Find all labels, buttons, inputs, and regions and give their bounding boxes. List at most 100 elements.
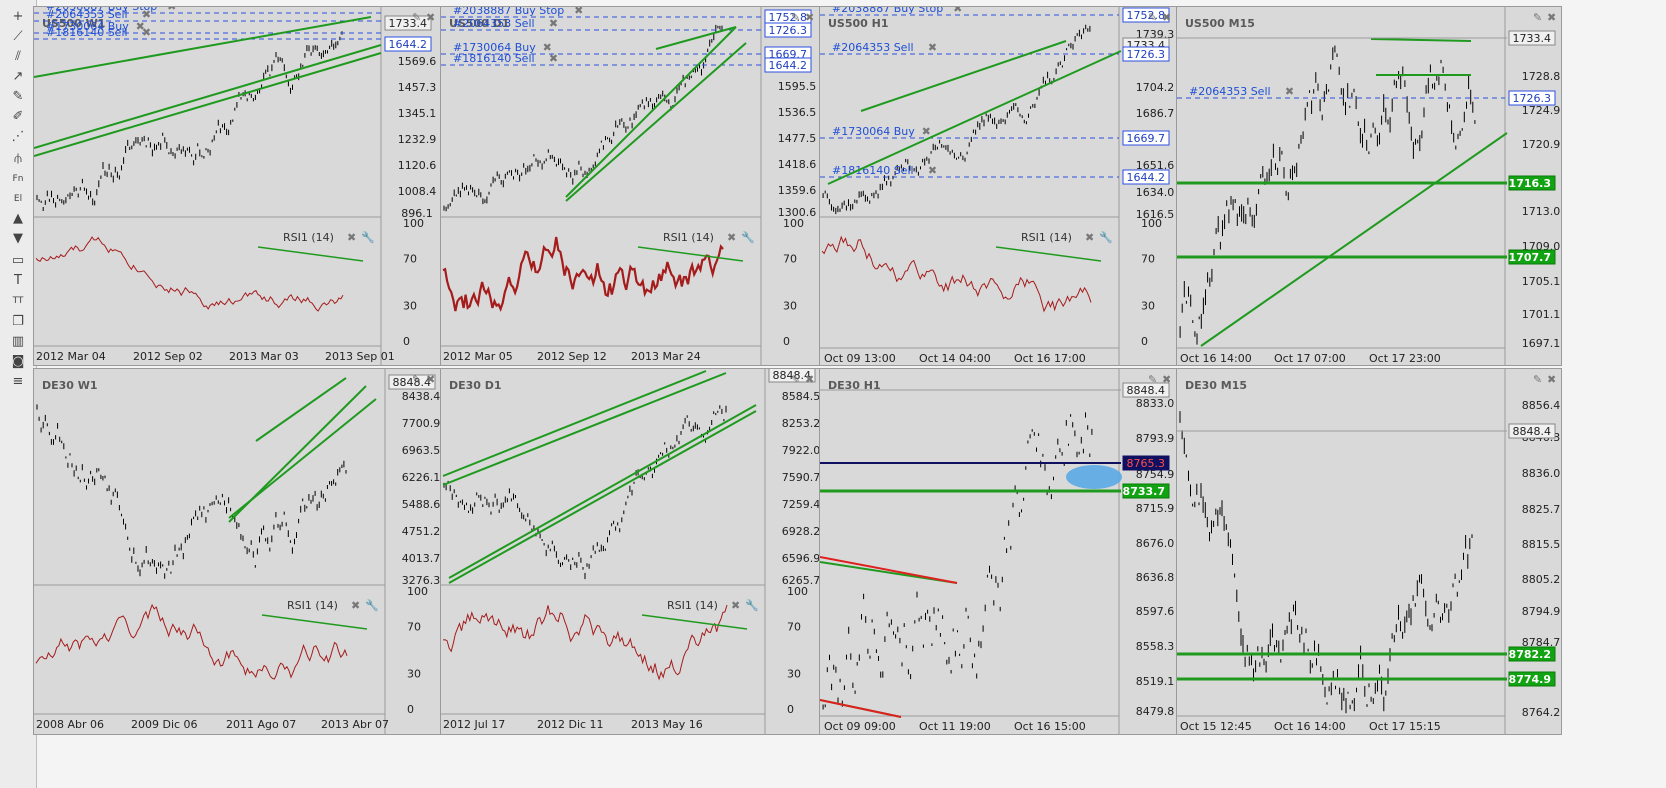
order-label[interactable]: #1730064 Buy [46,20,129,33]
chart-panel-de30-w1[interactable]: DE30 W1 8438.4 7700.9 6963.5 6226.1 5488.6 475… [33,368,441,735]
rsi-close-icon[interactable]: ✖ [731,599,740,612]
chart-edit-icon[interactable]: ✎ [791,11,800,24]
chart-edit-icon[interactable]: ✎ [1148,373,1157,386]
trendline[interactable] [655,26,737,50]
chart-edit-icon[interactable]: ✎ [412,11,421,24]
chart-panel-us500-m15[interactable]: US500 M15 1728.8 1724.9 1720.9 1713.0 1709.0 1… [1176,6,1562,366]
chart-close-icon[interactable]: ✖ [426,11,435,24]
trendline[interactable] [565,42,747,202]
trendline[interactable] [1370,38,1472,42]
chart-canvas[interactable]: DE30 D1 8584.5 8253.2 7922.0 7590.7 7259.4 692… [441,369,819,734]
chart-close-icon[interactable]: ✖ [1547,11,1556,24]
chart-canvas[interactable]: DE30 M158856.48846.38836.08825.78815.588… [1177,369,1561,734]
trendline[interactable] [442,372,727,486]
chart-panel-de30-h1[interactable]: DE30 H1 8833.0 8793.9 8754.9 8715.9 8676.0 863… [819,368,1177,735]
highlight-ellipse[interactable] [1066,465,1122,489]
chart-close-icon[interactable]: ✖ [1547,373,1556,386]
layers-icon[interactable]: ❐ [12,314,24,329]
order-label[interactable]: #1816140 Sell [832,164,914,177]
arrow-up-icon[interactable]: ▲ [13,211,23,226]
rsi-trendline[interactable] [637,246,744,262]
chart-canvas[interactable]: US500 H11739.31704.21686.71651.61634.016… [820,7,1176,365]
menu-icon[interactable]: ≡ [12,374,24,389]
trendline[interactable] [34,16,372,78]
chart-close-icon[interactable]: ✖ [805,11,814,24]
order-close-icon[interactable]: ✖ [142,8,151,21]
pencil-icon[interactable]: ✎ [12,89,24,104]
trendline[interactable] [448,410,757,584]
trendline[interactable] [565,26,737,198]
resistance-line-red[interactable] [820,699,902,718]
chart-canvas[interactable]: DE30 H1 8833.0 8793.9 8754.9 8715.9 8676.0 863… [820,369,1176,734]
brush-icon[interactable]: ✐ [12,109,24,124]
rsi-settings-icon[interactable]: 🔧 [1099,230,1113,244]
order-label[interactable]: #1730064 Buy [453,41,536,54]
trendline[interactable] [228,398,377,519]
chart-canvas[interactable]: US500 W1 1569.6 1457.3 1345.1 1232.9 1120.6 10… [34,7,440,365]
chart-edit-icon[interactable]: ✎ [1533,373,1542,386]
rsi-settings-icon[interactable]: 🔧 [365,598,379,612]
chart-edit-icon[interactable]: ✎ [791,373,800,386]
order-label[interactable]: #2038887 Buy Stop [832,7,943,15]
order-close-icon[interactable]: ✖ [549,17,558,30]
trendline[interactable] [34,44,382,149]
rsi-close-icon[interactable]: ✖ [351,599,360,612]
chart-canvas[interactable]: US500 M151728.81724.91720.91713.01709.01… [1177,7,1561,365]
order-label[interactable]: #1730064 Buy [832,125,915,138]
order-close-icon[interactable]: ✖ [136,20,145,33]
rsi-trendline[interactable] [257,246,364,262]
chart-close-icon[interactable]: ✖ [426,373,435,386]
order-label[interactable]: #2064353 Sell [46,8,128,21]
text-icon[interactable]: T [14,273,22,288]
rsi-trendline[interactable] [261,614,368,630]
order-label[interactable]: #2064353 Sell [1189,85,1271,98]
trendline[interactable] [255,377,347,442]
chart-panel-us500-h1[interactable]: US500 H1 1739.3 1704.2 1686.7 1651.6 1634.0 16… [819,6,1177,366]
elliott-icon[interactable]: El [13,194,23,204]
chart-close-icon[interactable]: ✖ [805,373,814,386]
order-close-icon[interactable]: ✖ [574,7,583,17]
chart-panel-de30-d1[interactable]: DE30 D1 8584.5 8253.2 7922.0 7590.7 7259.4 692… [440,368,820,735]
trendline[interactable] [34,52,382,157]
order-close-icon[interactable]: ✖ [953,7,962,15]
chart-panel-us500-w1[interactable]: US500 W1 1569.6 1457.3 1345.1 1232.9 1120.6 10… [33,6,441,366]
arrow-down-icon[interactable]: ▼ [13,231,23,246]
order-label[interactable]: #2038887 Buy Stop [46,7,157,13]
chart-edit-icon[interactable]: ✎ [1533,11,1542,24]
rsi-trendline[interactable] [995,246,1102,262]
chart-canvas[interactable]: US500 D1 1595.5 1536.5 1477.5 1418.6 1359.6 13… [441,7,819,365]
order-label[interactable]: #2064353 Sell [453,17,535,30]
order-close-icon[interactable]: ✖ [167,7,176,13]
order-close-icon[interactable]: ✖ [928,164,937,177]
trendline[interactable] [442,370,707,477]
order-label[interactable]: #1816140 Sell [46,26,128,39]
rsi-settings-icon[interactable]: 🔧 [361,230,375,244]
channel-icon[interactable]: ⫽ [15,49,21,64]
rsi-close-icon[interactable]: ✖ [347,231,356,244]
ray-icon[interactable]: ↗ [12,69,24,84]
order-label[interactable]: #1816140 Sell [453,52,535,65]
rsi-settings-icon[interactable]: 🔧 [741,230,755,244]
order-close-icon[interactable]: ✖ [543,41,552,54]
camera-icon[interactable]: ◙ [11,354,25,369]
order-close-icon[interactable]: ✖ [922,125,931,138]
chart-edit-icon[interactable]: ✎ [1148,11,1157,24]
trendline[interactable] [448,404,757,579]
order-close-icon[interactable]: ✖ [1285,85,1294,98]
trendline-icon[interactable]: ⟋ [13,29,23,44]
pitchfork-icon[interactable]: ⫛ [14,151,22,166]
order-label[interactable]: #2038887 Buy Stop [453,7,564,17]
fibonacci-icon[interactable]: ⋰ [11,129,25,144]
trendline[interactable] [827,50,1122,185]
text-size-icon[interactable]: TT [12,296,24,306]
chart-panel-us500-d1[interactable]: US500 D1 1595.5 1536.5 1477.5 1418.6 1359.6 13… [440,6,820,366]
support-line-red[interactable] [820,556,958,584]
rectangle-icon[interactable]: ▭ [11,253,25,268]
rsi-trendline[interactable] [641,614,748,630]
chart-panel-de30-m15[interactable]: DE30 M158856.48846.38836.08825.78815.588… [1176,368,1562,735]
order-close-icon[interactable]: ✖ [142,26,151,39]
bars-icon[interactable]: ▥ [11,334,25,349]
rsi-settings-icon[interactable]: 🔧 [745,598,759,612]
order-close-icon[interactable]: ✖ [549,52,558,65]
fibonacci-fan-icon[interactable]: Fn [12,174,24,184]
